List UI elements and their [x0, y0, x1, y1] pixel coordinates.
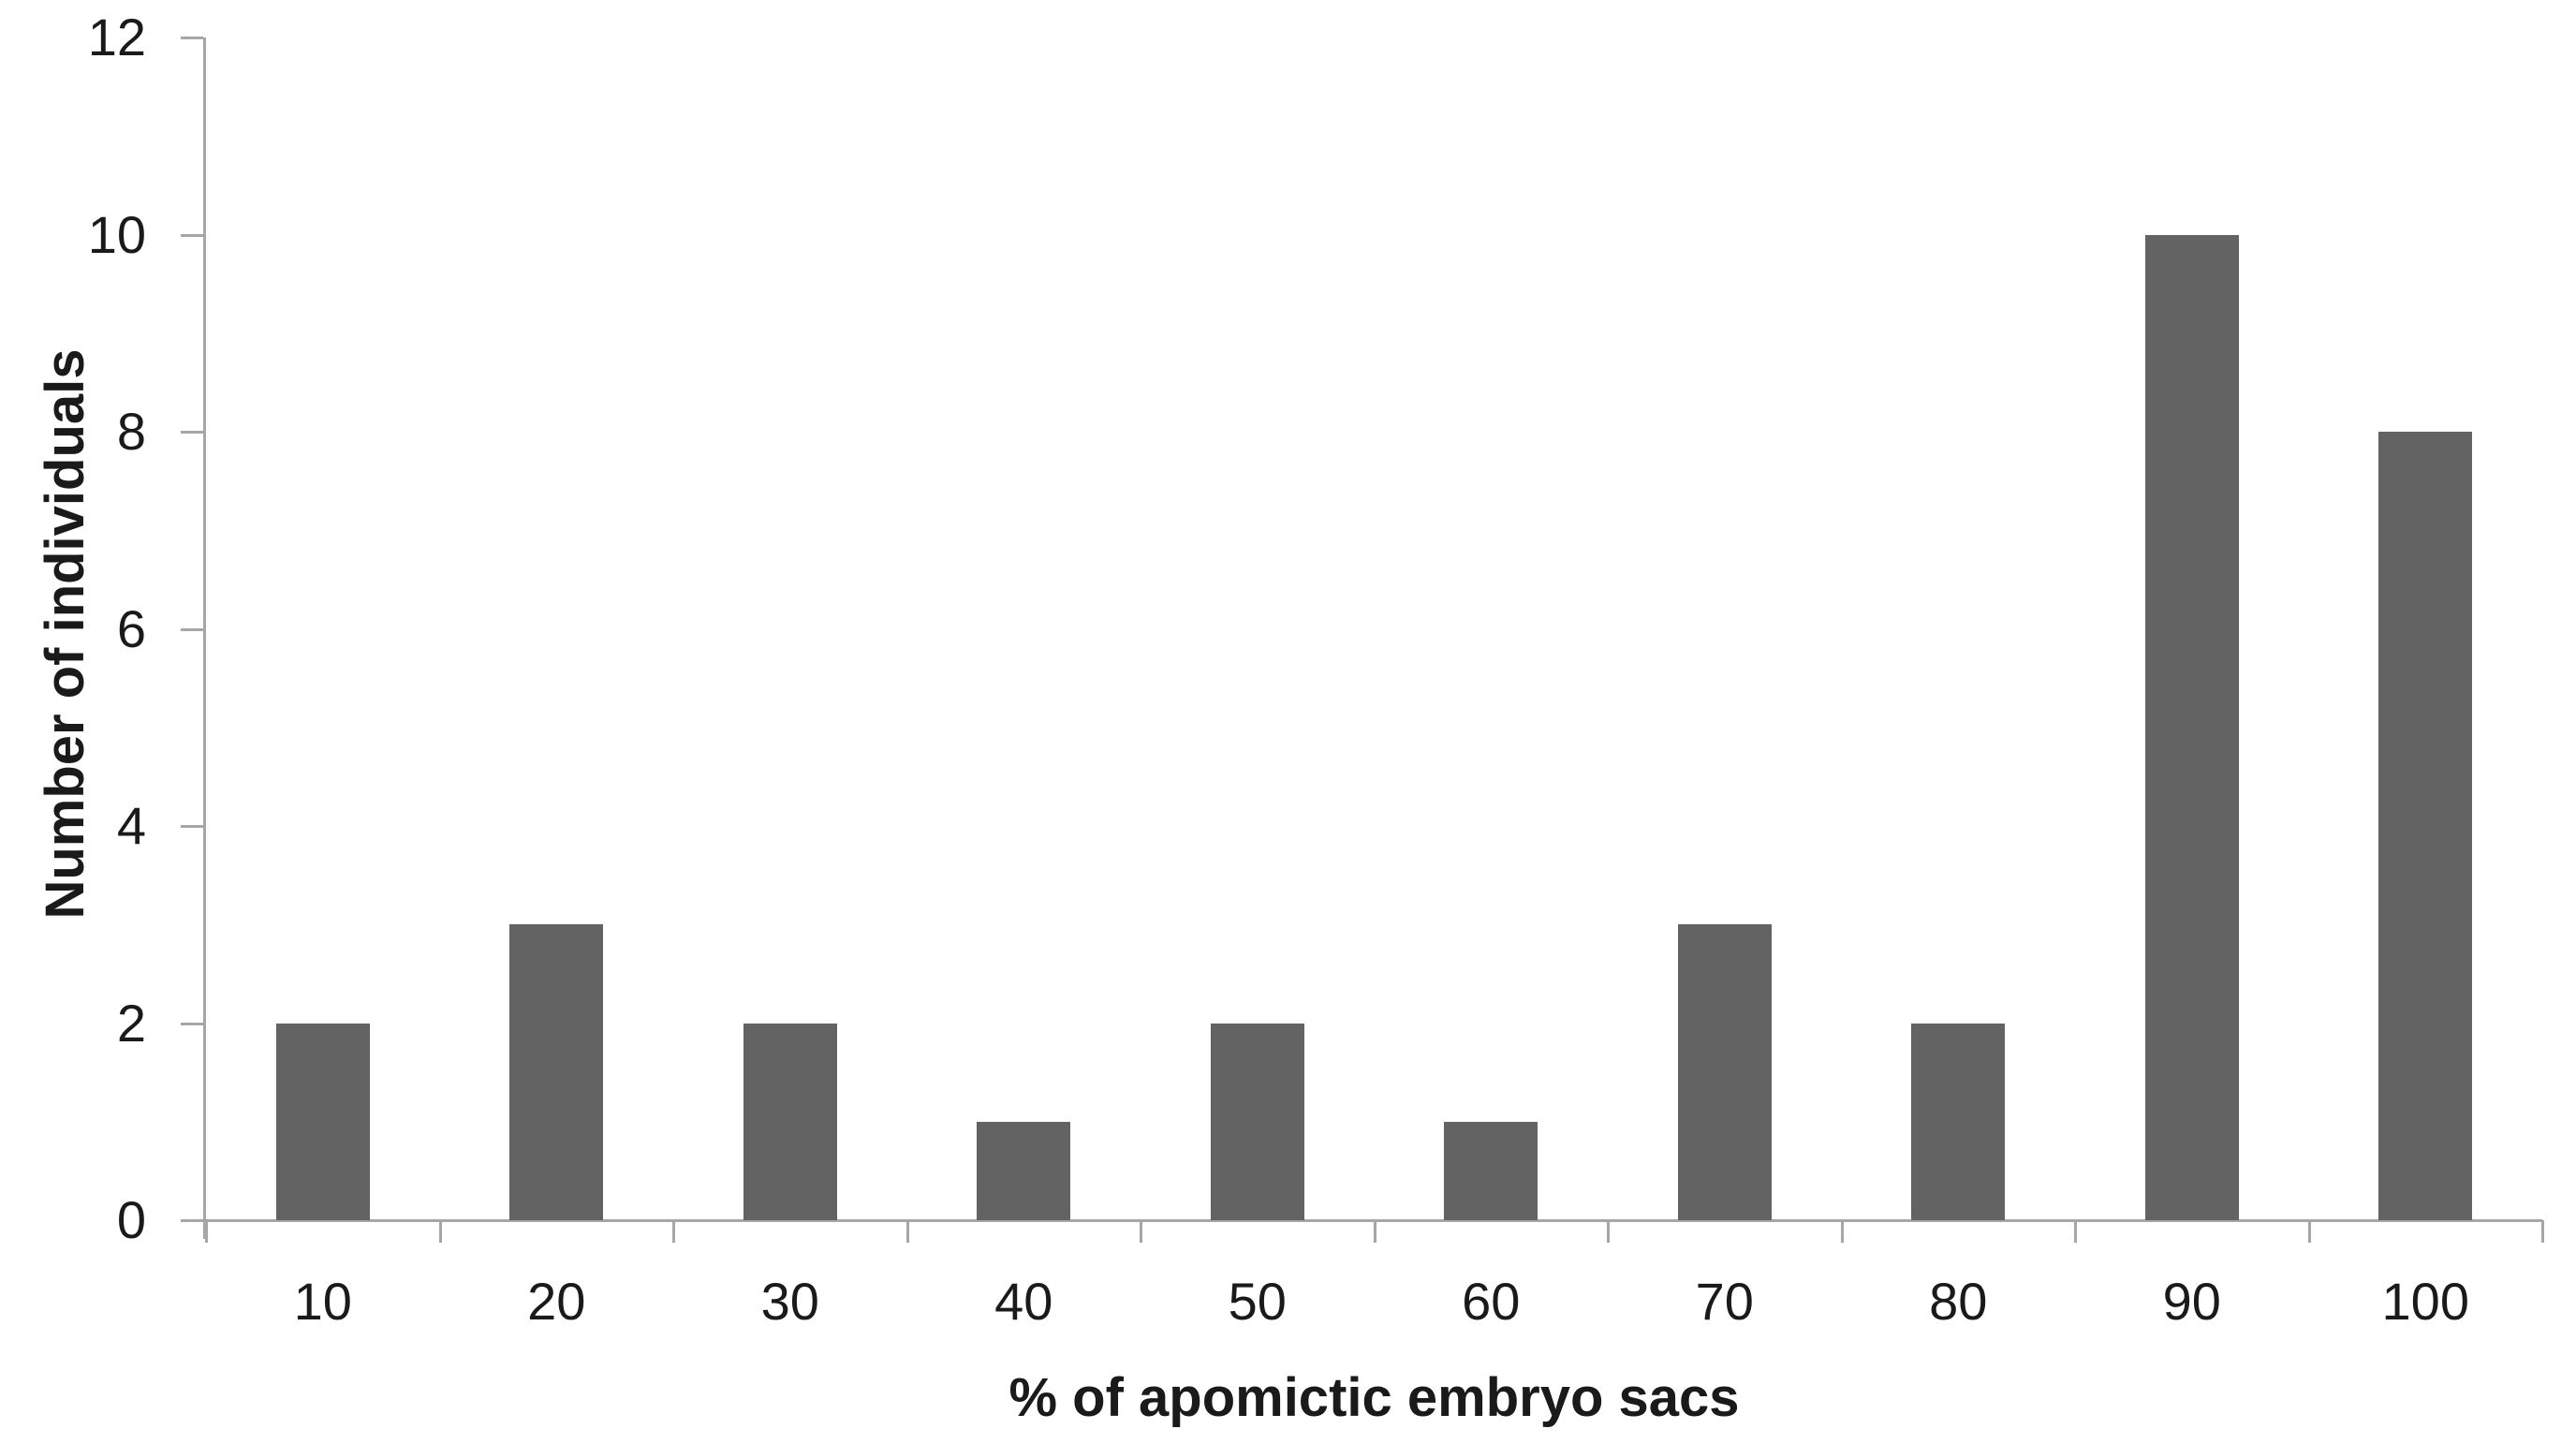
x-tick-label: 60 [1462, 1272, 1521, 1331]
bar-60 [1444, 1121, 1538, 1220]
x-tick [905, 1220, 909, 1243]
x-tick-label: 20 [527, 1272, 586, 1331]
bar-70 [1677, 924, 1772, 1220]
x-tick-label: 30 [760, 1272, 819, 1331]
x-tick-label: 40 [994, 1272, 1053, 1331]
x-tick [1840, 1220, 1844, 1243]
x-tick [205, 1220, 208, 1243]
x-tick [1140, 1220, 1142, 1243]
bar-90 [2144, 234, 2239, 1220]
x-tick-label: 70 [1695, 1272, 1754, 1331]
bar-40 [977, 1121, 1071, 1220]
bar-80 [1911, 1023, 2006, 1220]
x-axis-title: % of apomictic embryo sacs [1008, 1367, 1740, 1428]
y-axis-line [203, 37, 206, 1239]
y-tick [181, 1022, 203, 1025]
x-tick [1607, 1220, 1610, 1243]
bar-100 [2378, 432, 2473, 1220]
y-tick [181, 825, 203, 828]
x-tick-label: 10 [293, 1272, 352, 1331]
y-tick-label: 12 [87, 7, 146, 66]
y-tick-label: 10 [87, 204, 146, 264]
bar-20 [509, 924, 604, 1220]
x-tick-label: 50 [1228, 1272, 1287, 1331]
x-tick-label: 100 [2381, 1272, 2469, 1331]
y-tick-label: 4 [116, 796, 146, 855]
bar-50 [1210, 1023, 1304, 1220]
y-tick-label: 6 [116, 598, 146, 658]
x-tick-label: 90 [2162, 1272, 2221, 1331]
y-tick [181, 233, 203, 237]
x-tick [2074, 1220, 2077, 1243]
y-tick [181, 627, 203, 631]
y-tick-label: 8 [116, 402, 146, 461]
x-tick-label: 80 [1929, 1272, 1988, 1331]
x-tick [2307, 1220, 2311, 1243]
bar-10 [275, 1023, 370, 1220]
bar-30 [743, 1023, 837, 1220]
x-tick [1373, 1220, 1376, 1243]
y-tick [181, 431, 203, 434]
y-tick [181, 1219, 203, 1222]
y-tick [181, 37, 203, 39]
x-axis-line [203, 1219, 2542, 1222]
x-tick [672, 1220, 675, 1243]
y-tick-label: 2 [116, 993, 146, 1053]
y-tick-label: 0 [116, 1190, 146, 1249]
x-tick [2541, 1220, 2544, 1243]
x-tick [438, 1220, 442, 1243]
